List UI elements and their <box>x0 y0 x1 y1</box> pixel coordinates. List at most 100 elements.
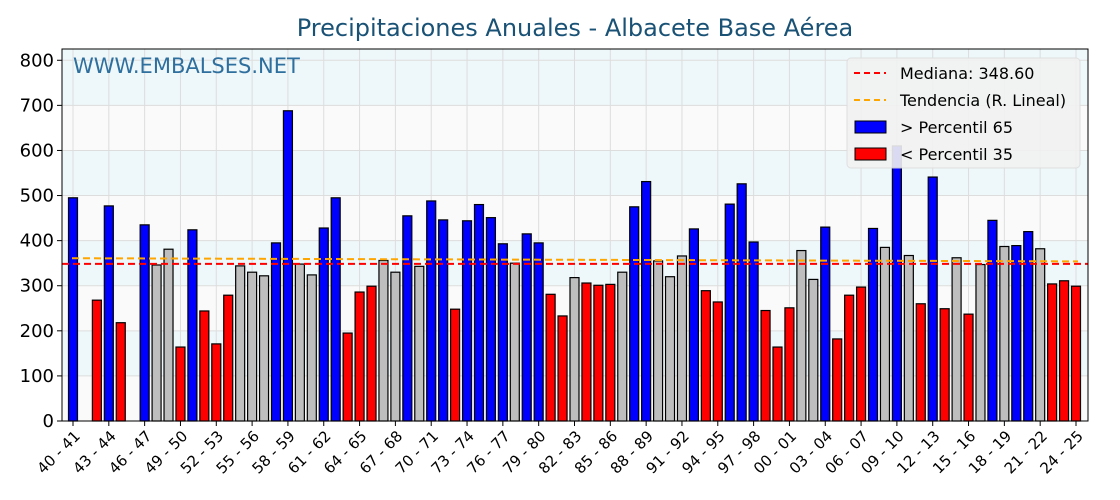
y-tick-label: 100 <box>20 366 54 387</box>
bar <box>808 278 819 422</box>
bar <box>879 246 891 422</box>
bar <box>223 294 234 422</box>
bar <box>461 220 473 422</box>
bar <box>235 265 246 422</box>
bar <box>354 291 365 422</box>
trend-line <box>71 257 1079 263</box>
bar <box>103 205 114 422</box>
bar <box>605 283 616 422</box>
legend-label: < Percentil 35 <box>900 145 1013 164</box>
bar <box>497 243 508 422</box>
legend-label: Mediana: 348.60 <box>900 64 1034 83</box>
bar <box>533 242 544 422</box>
bar <box>903 254 914 422</box>
bar <box>867 227 879 422</box>
y-tick-label: 200 <box>20 321 54 342</box>
bar <box>1058 280 1070 422</box>
bar <box>664 276 676 422</box>
bar <box>569 277 580 422</box>
bar <box>211 343 222 422</box>
bar <box>1035 248 1046 422</box>
bar <box>844 294 855 422</box>
bar <box>330 197 341 422</box>
bar <box>772 346 783 422</box>
bar <box>1047 283 1058 422</box>
bar <box>414 265 425 422</box>
bar <box>820 226 831 422</box>
bar <box>426 200 437 422</box>
bar <box>963 313 974 422</box>
bar <box>915 303 926 422</box>
bar <box>402 215 413 422</box>
bar <box>139 224 150 422</box>
bar <box>688 228 700 422</box>
chart-title: Precipitaciones Anuales - Albacete Base … <box>297 14 854 42</box>
bar <box>676 255 688 422</box>
bar <box>485 217 497 422</box>
y-tick-label: 400 <box>20 231 54 252</box>
bar <box>581 282 592 422</box>
legend: Mediana: 348.60 Tendencia (R. Lineal) > P… <box>846 57 1081 169</box>
bar <box>306 274 317 422</box>
y-tick-label: 500 <box>20 186 54 207</box>
bar <box>987 219 998 422</box>
bar <box>270 242 282 422</box>
bar <box>1011 244 1022 422</box>
bar <box>67 197 79 422</box>
bar <box>855 286 867 422</box>
bar <box>390 271 401 422</box>
legend-label: > Percentil 65 <box>900 118 1013 137</box>
bar <box>449 308 461 422</box>
bar <box>115 322 126 422</box>
bar <box>629 206 640 422</box>
bar <box>342 332 353 422</box>
bar <box>557 315 568 422</box>
bar <box>473 203 485 422</box>
bar <box>736 183 747 422</box>
bar <box>652 260 664 422</box>
bar <box>796 249 807 422</box>
bar <box>760 309 771 422</box>
bar <box>163 248 174 422</box>
bar <box>378 259 389 422</box>
bar <box>927 176 938 422</box>
y-tick-label: 800 <box>20 50 54 71</box>
y-tick-label: 0 <box>43 411 54 432</box>
bar <box>748 241 759 422</box>
bar <box>366 285 377 422</box>
watermark: WWW.EMBALSES.NET <box>73 54 300 78</box>
bar <box>282 110 294 422</box>
bar <box>151 264 162 422</box>
bar <box>199 310 210 422</box>
bar <box>91 299 102 422</box>
bar <box>951 257 962 422</box>
bar <box>175 346 186 422</box>
bar <box>832 338 843 422</box>
bar <box>939 308 950 422</box>
bar <box>438 219 449 422</box>
y-tick-label: 600 <box>20 140 54 161</box>
bar <box>509 262 520 422</box>
bar <box>1023 231 1034 422</box>
bar <box>700 290 711 422</box>
bar <box>593 284 604 422</box>
bar <box>258 275 270 422</box>
bar <box>1070 285 1082 422</box>
legend-swatch <box>854 147 887 161</box>
bar <box>724 203 735 422</box>
bar <box>975 263 986 422</box>
bar <box>641 180 652 422</box>
bar <box>784 307 795 422</box>
bar <box>891 145 902 422</box>
bar <box>318 227 329 422</box>
bar <box>617 271 628 422</box>
bar <box>294 263 305 422</box>
bar <box>247 271 258 422</box>
bar <box>545 293 556 422</box>
bar <box>521 233 532 422</box>
y-tick-label: 700 <box>20 95 54 116</box>
y-tick-label: 300 <box>20 276 54 297</box>
legend-swatch <box>854 120 887 134</box>
